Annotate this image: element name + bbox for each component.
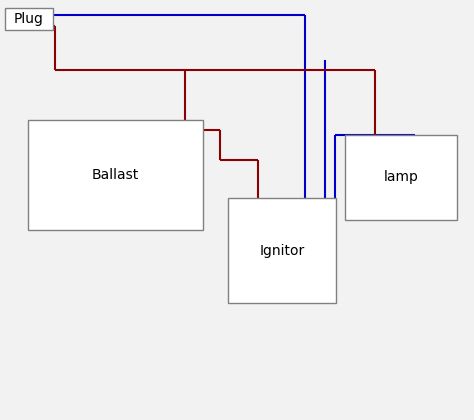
Bar <box>345 135 457 220</box>
Text: Ballast: Ballast <box>92 168 139 182</box>
Text: lamp: lamp <box>383 171 419 184</box>
Bar <box>5 8 53 30</box>
Bar <box>228 198 336 303</box>
Bar <box>28 120 203 230</box>
Text: Ignitor: Ignitor <box>259 244 305 257</box>
Text: Plug: Plug <box>14 12 44 26</box>
